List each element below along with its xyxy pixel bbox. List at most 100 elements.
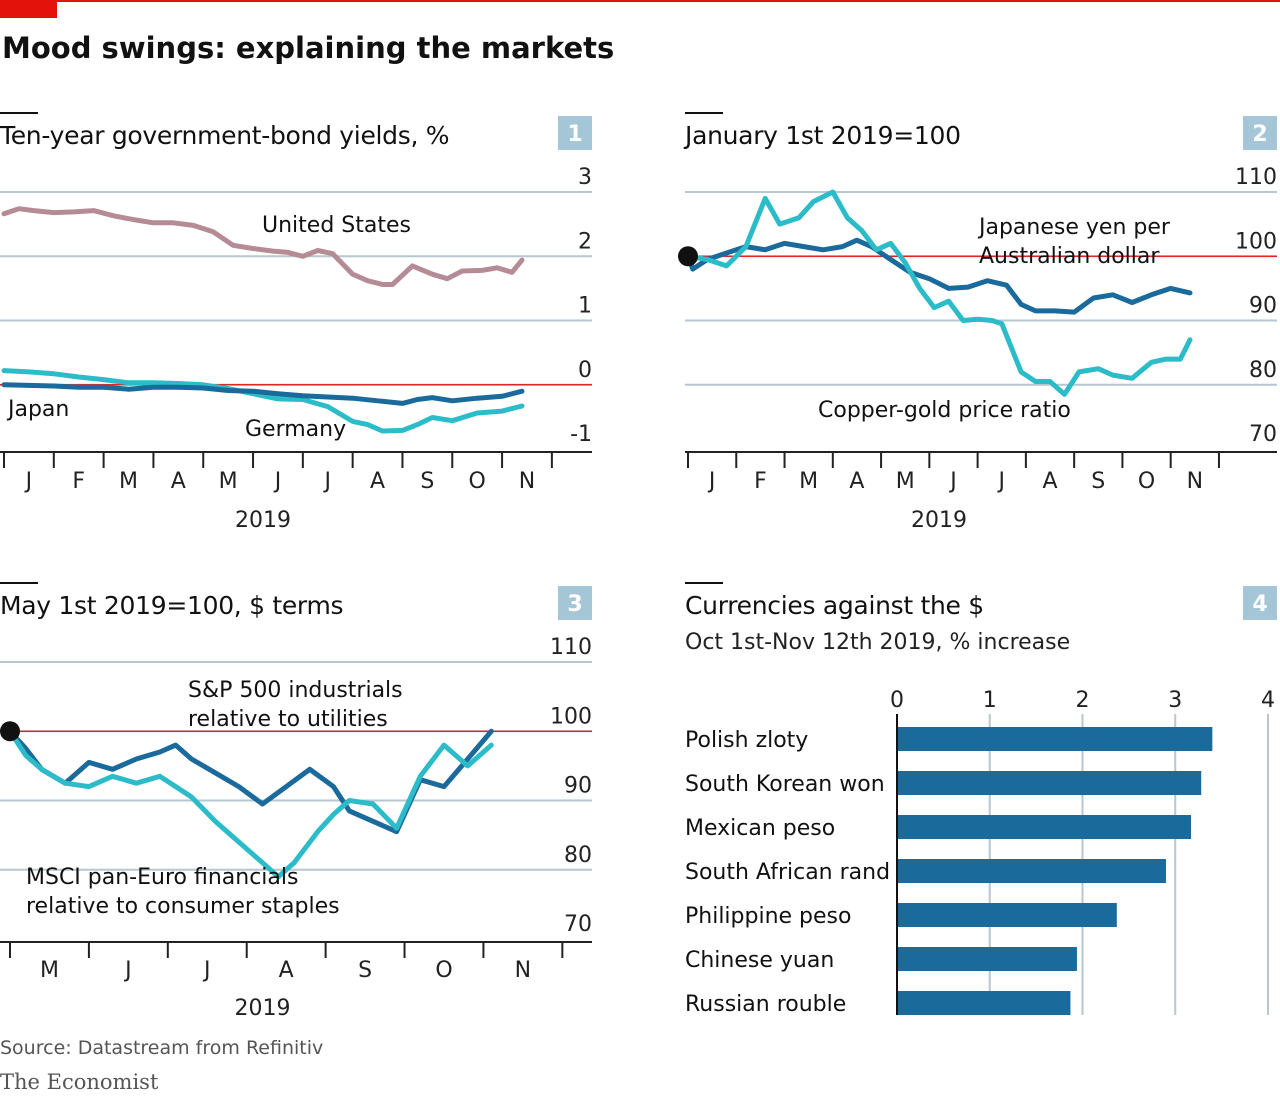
- bar-category-label: Mexican peso: [685, 816, 835, 841]
- x-tick-label: J: [202, 958, 211, 983]
- panel-title: Currencies against the $: [685, 591, 984, 620]
- y-tick-label: 3: [578, 165, 592, 190]
- series-annotation: Japanese yen per: [977, 215, 1171, 240]
- x-tick-label: 1: [983, 688, 997, 713]
- x-tick-label: J: [948, 469, 957, 494]
- panel-number: 1: [567, 122, 582, 147]
- x-tick-label: M: [219, 469, 238, 494]
- bar-category-label: Philippine peso: [685, 904, 851, 929]
- panel-number: 3: [567, 592, 582, 617]
- x-year-label: 2019: [235, 508, 291, 533]
- source-note: Source: Datastream from Refinitiv: [0, 1037, 323, 1059]
- bar-category-label: Chinese yuan: [685, 948, 834, 973]
- y-tick-label: 80: [564, 843, 592, 868]
- y-tick-label: 70: [1249, 422, 1277, 447]
- panel-rule: [685, 582, 723, 584]
- bar: [897, 771, 1202, 795]
- x-tick-label: A: [1042, 469, 1057, 494]
- x-tick-label: J: [323, 469, 332, 494]
- series-annotation: Australian dollar: [979, 244, 1160, 269]
- series-annotation: S&P 500 industrials: [188, 678, 403, 703]
- y-tick-label: 90: [564, 774, 592, 799]
- bar-category-label: Polish zloty: [685, 728, 808, 753]
- bar: [897, 859, 1166, 883]
- x-tick-label: N: [515, 958, 531, 983]
- index-start-dot: [678, 246, 698, 267]
- panel-number-badge: [1243, 586, 1277, 620]
- x-tick-label: N: [1187, 469, 1203, 494]
- series-annotation: MSCI pan-Euro financials: [26, 865, 298, 890]
- x-tick-label: 2: [1076, 688, 1090, 713]
- bar: [897, 991, 1071, 1015]
- series-annotation: relative to utilities: [188, 707, 388, 732]
- bar: [897, 727, 1213, 751]
- bar-category-label: South African rand: [685, 860, 890, 885]
- series-line-united-states: [1, 206, 525, 287]
- x-tick-label: M: [40, 958, 59, 983]
- bar: [897, 815, 1192, 839]
- bar-category-label: South Korean won: [685, 772, 885, 797]
- x-year-label: 2019: [911, 508, 967, 533]
- x-tick-label: 4: [1261, 688, 1275, 713]
- series-annotation: United States: [262, 213, 411, 238]
- brand-logo: The Economist: [0, 1070, 159, 1094]
- panel-title: January 1st 2019=100: [683, 121, 961, 150]
- series-annotation: relative to consumer staples: [26, 894, 340, 919]
- panel-number-badge: [1243, 116, 1277, 150]
- series-annotation: Germany: [245, 417, 346, 442]
- panel-currencies: Currencies against the $ Oct 1st-Nov 12th…: [685, 582, 1277, 1017]
- panel-yen-copper: January 1st 2019=100 2 110 100 90 80 70 J F M A M J J…: [678, 112, 1277, 533]
- y-tick-label: 2: [578, 229, 592, 254]
- y-tick-label: 110: [550, 635, 592, 660]
- series-line-germany: [1, 368, 525, 434]
- x-tick-label: O: [435, 958, 452, 983]
- x-tick-label: O: [469, 469, 486, 494]
- x-tick-label: J: [24, 469, 33, 494]
- panel-rule: [685, 112, 723, 114]
- panel-equity-ratios: May 1st 2019=100, $ terms 3 110 100 90 80 70 M J…: [0, 582, 592, 1021]
- series-annotation: Copper-gold price ratio: [818, 398, 1071, 423]
- x-tick-label: A: [849, 469, 864, 494]
- x-tick-label: S: [358, 958, 372, 983]
- x-tick-label: M: [896, 469, 915, 494]
- x-year-label: 2019: [235, 996, 291, 1021]
- bar: [897, 947, 1077, 971]
- y-tick-label: 1: [578, 294, 592, 319]
- x-tick-label: N: [519, 469, 535, 494]
- panel-title: Ten-year government-bond yields, %: [0, 121, 449, 150]
- x-tick-label: J: [123, 958, 132, 983]
- x-tick-label: S: [1091, 469, 1105, 494]
- panel-number: 2: [1252, 122, 1267, 147]
- series-annotation: Japan: [6, 397, 69, 422]
- x-tick-label: O: [1138, 469, 1155, 494]
- x-tick-label: 3: [1168, 688, 1182, 713]
- y-tick-label: 100: [550, 704, 592, 729]
- series-line-msci-pan-euro-financials-relative-to-consumer-staples: [7, 728, 494, 880]
- index-start-dot: [0, 721, 20, 742]
- series-line-japan: [1, 382, 525, 406]
- x-tick-label: J: [997, 469, 1006, 494]
- x-tick-label: A: [279, 958, 294, 983]
- x-tick-label: J: [273, 469, 282, 494]
- panel-number-badge: [558, 586, 592, 620]
- y-tick-label: 80: [1249, 358, 1277, 383]
- panel-rule: [0, 112, 38, 114]
- x-tick-label: M: [119, 469, 138, 494]
- x-tick-label: J: [707, 469, 716, 494]
- x-tick-label: 0: [890, 688, 904, 713]
- main-title: Mood swings: explaining the markets: [2, 31, 614, 65]
- x-tick-label: F: [754, 469, 767, 494]
- panel-number: 4: [1252, 592, 1267, 617]
- y-tick-label: 0: [578, 358, 592, 383]
- series-line-japanese-yen-per-australian-dollar: [685, 237, 1193, 315]
- panel-subtitle: Oct 1st-Nov 12th 2019, % increase: [685, 630, 1070, 655]
- bar: [897, 903, 1117, 927]
- x-tick-label: A: [370, 469, 385, 494]
- y-tick-label: 90: [1249, 294, 1277, 319]
- top-rule: [0, 0, 1280, 2]
- top-tab: [0, 0, 57, 18]
- y-tick-label: 70: [564, 912, 592, 937]
- panel-bond-yields: Ten-year government-bond yields, % 1 3 2 1 0 -…: [0, 112, 592, 533]
- bar-category-label: Russian rouble: [685, 992, 846, 1017]
